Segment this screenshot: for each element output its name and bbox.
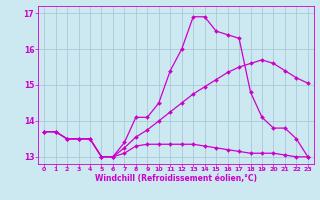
- X-axis label: Windchill (Refroidissement éolien,°C): Windchill (Refroidissement éolien,°C): [95, 174, 257, 183]
